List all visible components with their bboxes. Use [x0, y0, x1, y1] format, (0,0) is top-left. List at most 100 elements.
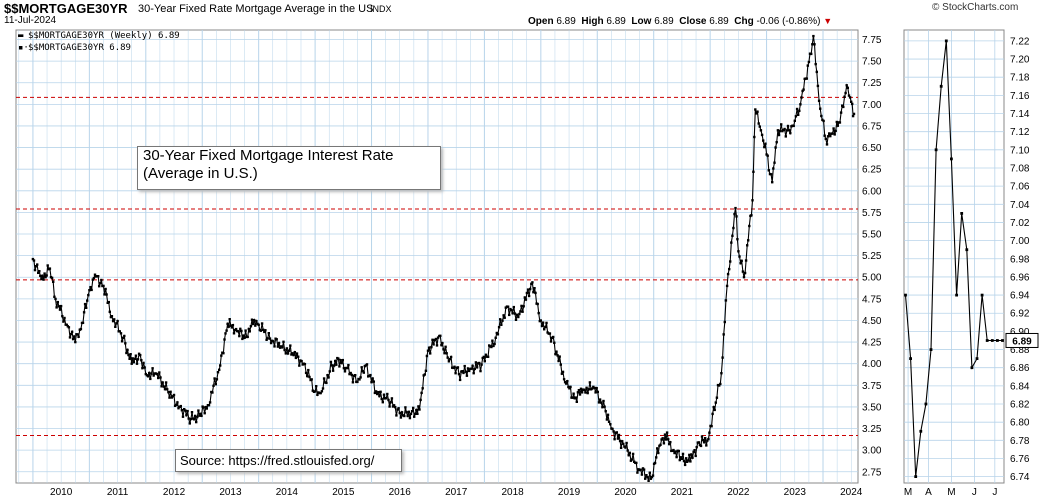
main-series-point	[506, 305, 510, 308]
main-series-point	[750, 214, 753, 217]
main-series-point	[624, 446, 627, 449]
main-series-point	[208, 401, 212, 404]
main-series-point	[410, 410, 414, 413]
main-series-point	[767, 169, 770, 172]
main-series-point	[484, 353, 488, 356]
close-value: 6.89	[709, 16, 729, 27]
main-series-point	[203, 412, 206, 415]
main-series-point	[571, 396, 574, 399]
main-series-point	[743, 271, 747, 275]
main-series-point	[596, 390, 599, 394]
main-series-point	[748, 224, 751, 228]
last-value-label: 6.89	[1012, 336, 1032, 347]
main-series-point	[513, 312, 517, 315]
main-series-point	[577, 389, 581, 392]
main-series-point	[257, 323, 260, 326]
brand-label[interactable]: © StockCharts.com	[932, 2, 1019, 13]
main-series-point	[636, 471, 639, 474]
main-series-point	[308, 375, 311, 379]
main-series-point	[255, 319, 258, 323]
main-series-point	[365, 363, 369, 366]
main-series-point	[105, 293, 108, 296]
main-series-point	[807, 60, 811, 64]
main-series-point	[529, 287, 532, 291]
main-series-point	[465, 374, 469, 377]
main-series-point	[738, 255, 741, 258]
main-series-point	[449, 355, 453, 359]
main-series-point	[133, 357, 137, 360]
main-x-tick-label: 2017	[445, 487, 468, 498]
main-series-point	[602, 399, 605, 403]
main-series-point	[187, 417, 190, 420]
main-series-point	[845, 84, 848, 87]
main-series-point	[784, 135, 787, 138]
main-series-point	[622, 442, 625, 446]
main-series-point	[126, 348, 129, 352]
main-series-point	[385, 397, 388, 400]
zoom-y-tick-label: 7.06	[1010, 182, 1030, 193]
zoom-y-tick-label: 6.92	[1010, 309, 1030, 320]
main-series-point	[434, 337, 438, 341]
zoom-x-tick-label: J	[972, 487, 977, 498]
main-series-point	[151, 367, 154, 370]
main-series-point	[617, 433, 621, 437]
main-series-point	[103, 293, 106, 296]
main-series-point	[127, 353, 130, 357]
main-series-point	[58, 308, 62, 311]
main-series-point	[224, 332, 227, 335]
main-series-point	[545, 321, 548, 325]
main-series-point	[276, 345, 280, 348]
main-series-point	[441, 341, 444, 345]
main-series-point	[588, 381, 592, 384]
main-series-point	[687, 459, 690, 462]
zoom-series-point	[975, 357, 979, 360]
main-series-point	[322, 377, 326, 380]
main-series-point	[694, 454, 697, 458]
main-series-point	[424, 369, 428, 372]
main-series-point	[129, 353, 132, 356]
main-series-point	[120, 340, 124, 343]
source-text: Source: https://fred.stlouisfed.org/	[180, 453, 375, 468]
main-series-point	[733, 212, 736, 216]
main-series-point	[42, 278, 45, 281]
zoom-y-tick-label: 6.94	[1010, 291, 1030, 302]
main-series-point	[240, 329, 243, 333]
main-series-point	[184, 409, 187, 412]
main-series-point	[122, 336, 125, 339]
main-series-point	[328, 370, 331, 373]
main-series-point	[189, 417, 193, 421]
main-series-point	[181, 415, 185, 418]
main-series-point	[747, 239, 750, 242]
main-series-point	[159, 376, 162, 379]
main-series-point	[475, 366, 479, 369]
main-series-point	[425, 354, 429, 358]
main-series-point	[615, 431, 618, 434]
main-x-tick-label: 2022	[727, 487, 750, 498]
main-series-point	[797, 113, 800, 116]
main-series-point	[204, 405, 207, 409]
main-series-point	[370, 381, 373, 384]
main-series-point	[732, 226, 735, 230]
ohlc-readout: Open 6.89 High 6.89 Low 6.89 Close 6.89 …	[528, 16, 832, 27]
main-series-point	[677, 449, 680, 453]
zoom-y-tick-label: 6.88	[1010, 345, 1030, 356]
main-series-point	[104, 287, 107, 291]
main-series-point	[530, 282, 533, 285]
zoom-series-point	[929, 348, 933, 351]
main-series-point	[225, 329, 228, 332]
main-series-point	[647, 479, 650, 482]
main-series-point	[341, 359, 344, 362]
main-series-point	[631, 452, 635, 456]
main-series-point	[143, 366, 146, 369]
main-series-point	[601, 406, 604, 409]
main-plot-area	[15, 29, 859, 484]
main-series-point	[629, 459, 633, 462]
main-series-point	[565, 382, 568, 385]
main-series-point	[53, 295, 56, 298]
main-series-point	[192, 418, 196, 421]
main-series-point	[836, 124, 839, 127]
main-series-point	[616, 437, 620, 440]
main-series-point	[132, 360, 135, 364]
main-series-point	[412, 406, 415, 410]
high-label: High	[581, 16, 604, 27]
